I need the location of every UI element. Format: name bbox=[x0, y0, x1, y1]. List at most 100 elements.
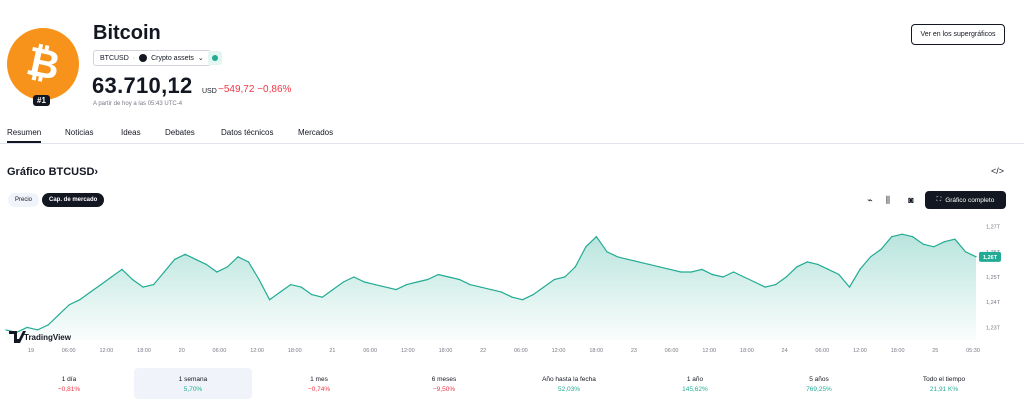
chart-point bbox=[754, 281, 756, 283]
price-change: −549,72 −0,86% bbox=[218, 84, 292, 95]
chart-point bbox=[5, 329, 7, 331]
chart-point bbox=[638, 261, 640, 263]
tradingview-logo-icon bbox=[9, 331, 26, 343]
y-tick-label: 1,24T bbox=[986, 300, 1001, 306]
chart-point bbox=[817, 263, 819, 265]
chart-point bbox=[912, 236, 914, 238]
supergraph-button[interactable]: Ver en los supergráficos bbox=[911, 24, 1005, 45]
period-1m[interactable]: 1 mes −0,74% bbox=[307, 376, 331, 393]
chart-point bbox=[732, 271, 735, 273]
chart-point bbox=[669, 268, 671, 270]
chart-point bbox=[163, 271, 165, 273]
chart-point bbox=[58, 314, 60, 316]
period-1y[interactable]: 1 año 145,62% bbox=[682, 376, 708, 393]
code-icon[interactable]: </> bbox=[991, 166, 1005, 176]
chart-point bbox=[943, 241, 946, 243]
period-5y[interactable]: 5 años 769,25% bbox=[806, 376, 832, 393]
chart-point bbox=[574, 266, 576, 268]
chart-point bbox=[648, 263, 650, 265]
x-tick-label: 20 bbox=[179, 348, 185, 354]
chart-point bbox=[785, 276, 787, 278]
marketcap-toggle[interactable]: Cap. de mercado bbox=[42, 193, 105, 207]
chart-point bbox=[110, 276, 112, 278]
price-toggle[interactable]: Precio bbox=[8, 193, 40, 207]
crypto-assets-icon bbox=[139, 54, 148, 62]
period-selector: 1 día −0,81% 1 semana 5,70% 1 mes −0,74% 6 … bbox=[0, 368, 1024, 400]
chart-point bbox=[479, 286, 482, 288]
chart-point bbox=[427, 278, 429, 281]
chart-title-link[interactable]: Gráfico BTCUSD› bbox=[7, 166, 99, 178]
x-tick-label: 12:00 bbox=[853, 348, 867, 354]
period-1w[interactable]: 1 semana 5,70% bbox=[134, 368, 252, 399]
chart-point bbox=[247, 261, 250, 263]
period-6m[interactable]: 6 meses −9,50% bbox=[431, 376, 457, 393]
chart-point bbox=[374, 284, 376, 286]
y-tick-label: 1,27T bbox=[986, 225, 1001, 231]
chart-point bbox=[954, 238, 956, 240]
chart-point bbox=[321, 296, 323, 298]
chart-point bbox=[279, 291, 281, 293]
x-tick-label: 22 bbox=[480, 348, 486, 354]
chart-point bbox=[553, 278, 555, 281]
chart-point bbox=[606, 251, 608, 253]
full-chart-button[interactable]: ⛶ Gráfico completo bbox=[925, 191, 1006, 209]
x-tick-label: 18:00 bbox=[439, 348, 453, 354]
chart-point bbox=[891, 236, 893, 238]
indicators-icon[interactable]: ⫼ bbox=[885, 194, 891, 205]
chart-point bbox=[395, 289, 397, 291]
x-tick-label: 18:00 bbox=[891, 348, 905, 354]
chart-point bbox=[796, 266, 798, 268]
x-tick-label: 12:00 bbox=[99, 348, 113, 354]
chart-point bbox=[68, 304, 70, 306]
tab-mercados[interactable]: Mercados bbox=[298, 128, 334, 137]
x-tick-label: 18:00 bbox=[589, 348, 603, 354]
chart-point bbox=[47, 324, 49, 326]
chart-point bbox=[522, 299, 524, 301]
x-tick-label: 18:00 bbox=[137, 348, 151, 354]
chart-point bbox=[131, 278, 134, 281]
chart-point bbox=[290, 284, 292, 286]
chart-point bbox=[226, 266, 228, 268]
chart-point bbox=[363, 281, 366, 283]
camera-icon[interactable]: ◙ bbox=[908, 195, 914, 205]
chart-point bbox=[901, 233, 903, 235]
last-value-marker bbox=[979, 251, 1001, 262]
tab-resumen[interactable]: Resumen bbox=[7, 128, 42, 143]
symbol-selector[interactable]: BTCUSD · Crypto assets ⌄ bbox=[93, 50, 211, 66]
tab-ideas[interactable]: Ideas bbox=[121, 128, 141, 137]
x-tick-label: 12:00 bbox=[552, 348, 566, 354]
chart-point bbox=[585, 246, 587, 248]
chart-point bbox=[616, 256, 619, 258]
chart-point bbox=[142, 286, 144, 288]
chart-point bbox=[448, 276, 450, 278]
chart-point bbox=[469, 284, 471, 286]
chart-point bbox=[37, 329, 39, 331]
market-status-indicator[interactable] bbox=[208, 51, 222, 65]
chart-point bbox=[595, 236, 598, 238]
chart-area-fill bbox=[6, 234, 976, 340]
period-1d[interactable]: 1 día −0,81% bbox=[57, 376, 81, 393]
chart-point bbox=[342, 281, 344, 283]
live-dot-icon bbox=[212, 55, 218, 61]
market-cap-chart[interactable]: 1,27T1,26T1,25T1,24T1,23T1,26T1906:0012:… bbox=[0, 212, 1024, 358]
chart-point bbox=[848, 286, 851, 288]
candles-icon[interactable]: ⌁ bbox=[867, 194, 873, 205]
chart-point bbox=[184, 253, 186, 255]
chart-point bbox=[458, 278, 460, 281]
x-tick-label: 06:00 bbox=[815, 348, 829, 354]
x-tick-label: 18:00 bbox=[740, 348, 754, 354]
chart-point bbox=[26, 326, 28, 328]
tab-debates[interactable]: Debates bbox=[165, 128, 195, 137]
y-tick-label: 1,23T bbox=[986, 325, 1001, 331]
page-title: Bitcoin bbox=[93, 22, 161, 44]
tab-datos-tecnicos[interactable]: Datos técnicos bbox=[221, 128, 274, 137]
x-tick-label: 19 bbox=[28, 348, 34, 354]
period-ytd[interactable]: Año hasta la fecha 52,03% bbox=[542, 376, 596, 393]
symbol-label: BTCUSD bbox=[100, 54, 129, 62]
chart-point bbox=[680, 271, 682, 273]
chart-point bbox=[121, 268, 123, 270]
x-tick-label: 23 bbox=[631, 348, 637, 354]
tab-noticias[interactable]: Noticias bbox=[65, 128, 94, 137]
chart-point bbox=[79, 299, 81, 301]
period-all[interactable]: Todo el tiempo 21,91 K% bbox=[922, 376, 966, 393]
